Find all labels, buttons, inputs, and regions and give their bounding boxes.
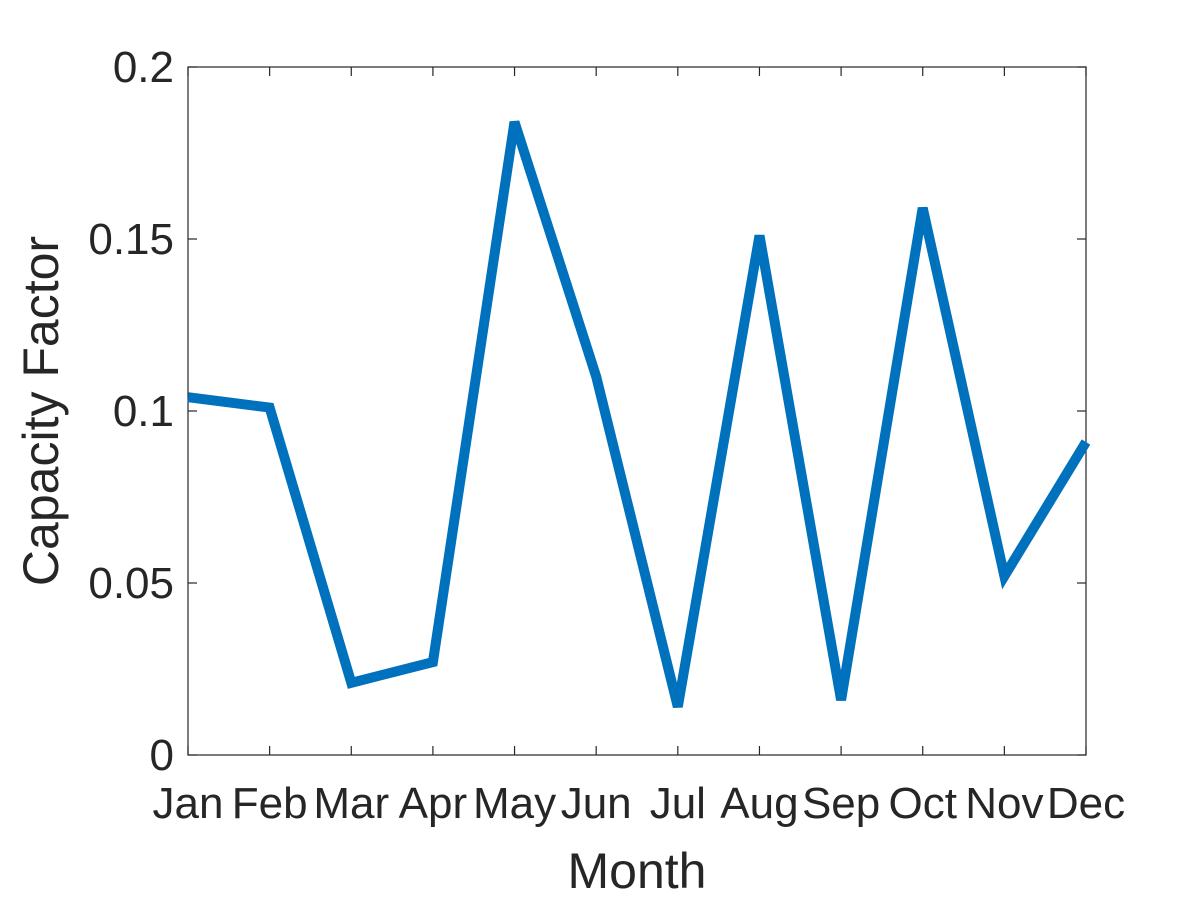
x-tick-label: Aug bbox=[720, 779, 798, 828]
x-tick-label: Oct bbox=[889, 779, 957, 828]
y-tick-label: 0.2 bbox=[113, 43, 174, 92]
x-tick-label: Jun bbox=[561, 779, 632, 828]
plot-area bbox=[187, 66, 1087, 756]
x-axis-ticks: Jan Feb Mar Apr May Jun Jul Aug Sep Oct Nov Dec bbox=[153, 67, 1125, 828]
y-axis-title: Capacity Factor bbox=[13, 236, 69, 586]
series-line bbox=[187, 120, 1091, 708]
x-tick-label: Apr bbox=[399, 779, 467, 828]
x-axis-title: Month bbox=[568, 843, 707, 899]
y-tick-label: 0.15 bbox=[88, 215, 174, 264]
plot-frame bbox=[187, 66, 1087, 756]
x-tick-label: Jul bbox=[650, 779, 706, 828]
x-tick-label: May bbox=[473, 779, 556, 828]
series-layer bbox=[187, 120, 1091, 708]
y-tick-label: 0 bbox=[150, 731, 174, 780]
x-tick-label: Sep bbox=[802, 779, 880, 828]
x-tick-label: Dec bbox=[1047, 779, 1125, 828]
y-tick-label: 0.1 bbox=[113, 387, 174, 436]
y-tick-label: 0.05 bbox=[88, 559, 174, 608]
x-tick-label: Jan bbox=[153, 779, 224, 828]
y-axis-ticks: 0 0.05 0.1 0.15 0.2 bbox=[88, 43, 1086, 780]
x-tick-label: Nov bbox=[965, 779, 1043, 828]
x-tick-label: Mar bbox=[313, 779, 389, 828]
x-tick-label: Feb bbox=[232, 779, 308, 828]
